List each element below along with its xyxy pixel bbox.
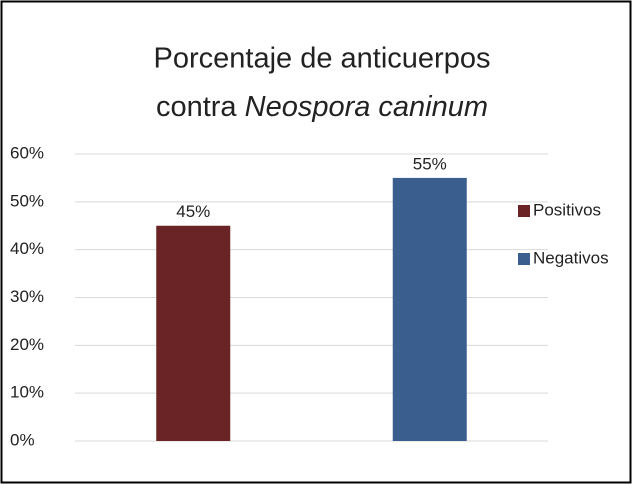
legend-swatch [518,205,530,217]
chart-title: Neospora caninum [245,91,488,123]
data-label: 45% [176,202,210,221]
y-tick-label: 40% [10,239,44,258]
y-tick-label: 10% [10,383,44,402]
y-tick-label: 20% [10,335,44,354]
data-label: 55% [413,154,447,173]
y-tick-label: 60% [10,143,44,162]
legend-label: Negativos [533,248,609,267]
chart-title: contra [156,91,245,123]
chart-title: Porcentaje de anticuerpos [154,43,491,75]
y-tick-label: 0% [10,430,35,449]
legend-label: Positivos [533,200,601,219]
chart-title: contra Neospora caninum [156,91,488,123]
y-tick-label: 50% [10,191,44,210]
bar [392,177,467,441]
bar [156,225,231,441]
y-tick-label: 30% [10,287,44,306]
legend-swatch [518,253,530,265]
